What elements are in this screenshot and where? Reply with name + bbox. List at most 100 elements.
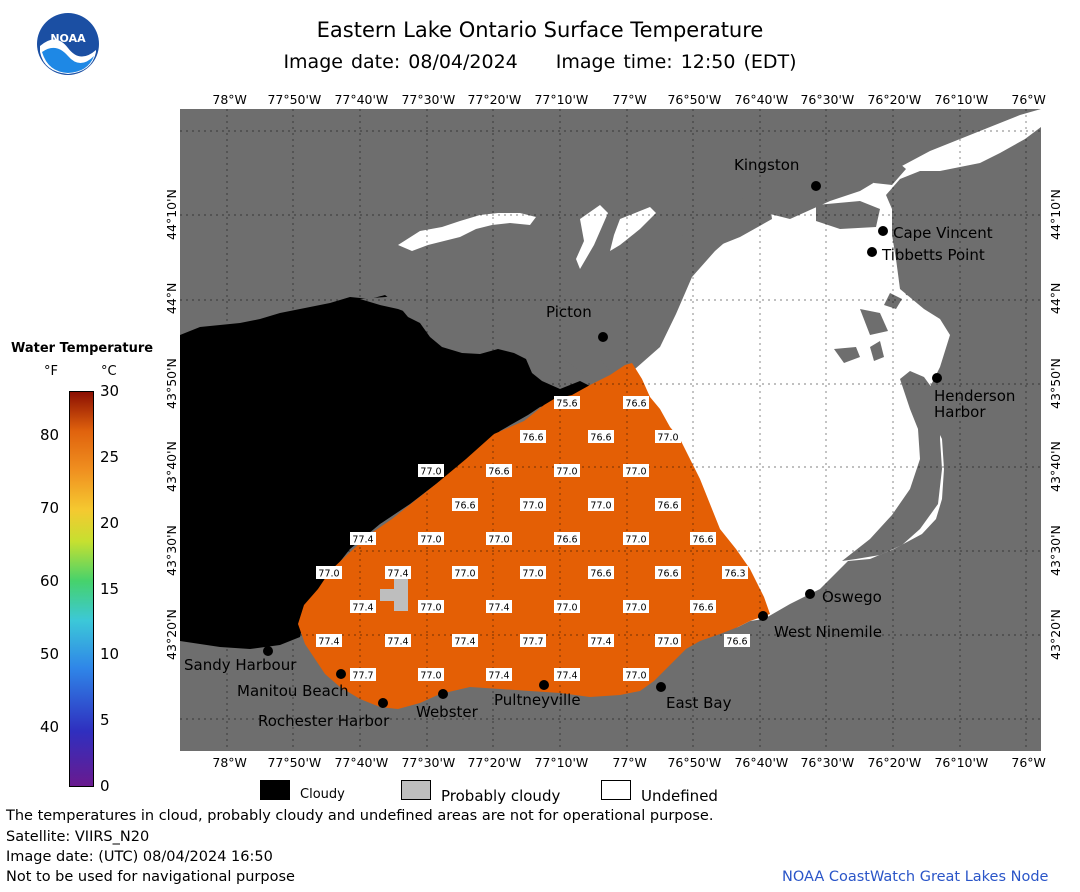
colorbar-tick-c: 20 xyxy=(100,513,120,532)
svg-text:77.0: 77.0 xyxy=(522,569,543,580)
lat-label-left: 43°40'N xyxy=(164,441,180,492)
lon-label-bottom: 76°10'W xyxy=(934,755,989,770)
island xyxy=(910,241,940,259)
prince-edward-county xyxy=(360,295,610,379)
temperature-label: 77.0 xyxy=(316,566,342,580)
colorbar-tick-c: 5 xyxy=(100,711,110,730)
lat-label-right: 43°40'N xyxy=(1048,441,1064,492)
svg-text:77.0: 77.0 xyxy=(657,637,678,648)
temperature-label: 77.0 xyxy=(452,566,478,580)
colorbar-unit-f: °F xyxy=(44,364,58,379)
island xyxy=(870,341,884,361)
colorbar-tick-f: 40 xyxy=(40,718,60,737)
svg-text:77.4: 77.4 xyxy=(387,569,408,580)
temperature-label: 77.0 xyxy=(623,668,649,682)
lon-label-top: 76°50'W xyxy=(667,92,722,107)
svg-text:77.0: 77.0 xyxy=(318,569,339,580)
place-west-ninemile: West Ninemile xyxy=(758,611,882,641)
lat-label-right: 44°N xyxy=(1048,282,1064,315)
lon-label-top: 77°50'W xyxy=(267,92,322,107)
temperature-label: 76.6 xyxy=(452,498,478,512)
island xyxy=(842,371,942,561)
svg-text:76.6: 76.6 xyxy=(590,569,611,580)
place-east-bay: East Bay xyxy=(656,682,732,712)
colorbar-tick-f: 50 xyxy=(40,645,60,664)
place-rochester-harbor: Rochester Harbor xyxy=(258,698,390,730)
image-date-time: Image date: 08/04/2024 Image time: 12:50 … xyxy=(0,51,1080,73)
place-marker xyxy=(539,680,549,690)
place-label: Tibbetts Point xyxy=(881,246,985,264)
svg-text:76.6: 76.6 xyxy=(657,569,678,580)
temperature-label: 76.6 xyxy=(690,600,716,614)
temperature-label: 77.0 xyxy=(486,532,512,546)
place-label: Picton xyxy=(546,303,592,321)
temperature-label: 77.0 xyxy=(418,464,444,478)
temperature-label: 76.6 xyxy=(623,396,649,410)
place-marker xyxy=(598,332,608,342)
bay-of-quinte xyxy=(398,213,536,251)
place-webster: Webster xyxy=(416,689,479,721)
temperature-label: 76.6 xyxy=(520,430,546,444)
lon-label-bottom: 77°50'W xyxy=(267,755,322,770)
temperature-label: 76.6 xyxy=(588,566,614,580)
sst-map: 75.6 76.6 76.6 76.6 77.0 77.0 76.6 77.0 77.0 76.6… xyxy=(180,109,1041,751)
svg-text:77.7: 77.7 xyxy=(522,637,543,648)
lon-label-bottom: 76°20'W xyxy=(867,755,922,770)
place-marker xyxy=(438,689,448,699)
place-oswego: Oswego xyxy=(805,588,882,606)
lon-label-top: 78°W xyxy=(212,92,247,107)
temperature-label: 77.0 xyxy=(554,464,580,478)
lat-label-right: 44°10'N xyxy=(1048,189,1064,240)
svg-text:77.4: 77.4 xyxy=(488,671,509,682)
temperature-label: 77.0 xyxy=(655,430,681,444)
temperature-label: 77.0 xyxy=(623,600,649,614)
place-label: West Ninemile xyxy=(774,623,882,641)
temperature-label: 77.0 xyxy=(623,532,649,546)
svg-text:76.6: 76.6 xyxy=(590,433,611,444)
temperature-label: 77.4 xyxy=(350,532,376,546)
lon-label-bottom: 77°40'W xyxy=(334,755,389,770)
temperature-label: 75.6 xyxy=(554,396,580,410)
island xyxy=(866,157,906,185)
place-marker xyxy=(932,373,942,383)
lon-label-top: 76°30'W xyxy=(800,92,855,107)
place-tibbetts-point: Tibbetts Point xyxy=(867,246,985,264)
lat-label-left: 44°10'N xyxy=(164,189,180,240)
lat-label-left: 43°50'N xyxy=(164,358,180,409)
temperature-label: 77.0 xyxy=(418,668,444,682)
lat-lon-grid xyxy=(180,109,1041,751)
temperature-label: 77.0 xyxy=(588,498,614,512)
island xyxy=(682,191,772,249)
svg-text:77.4: 77.4 xyxy=(590,637,611,648)
place-label: Kingston xyxy=(734,156,799,174)
lon-label-top: 76°40'W xyxy=(734,92,789,107)
svg-text:76.6: 76.6 xyxy=(454,501,475,512)
bay-of-quinte xyxy=(610,207,656,251)
svg-text:77.4: 77.4 xyxy=(318,637,339,648)
lon-label-bottom: 76°30'W xyxy=(800,755,855,770)
svg-text:77.0: 77.0 xyxy=(420,603,441,614)
svg-text:76.6: 76.6 xyxy=(692,535,713,546)
legend-swatch xyxy=(601,780,631,800)
place-kingston: Kingston xyxy=(734,156,821,191)
svg-text:77.0: 77.0 xyxy=(556,467,577,478)
place-label: Rochester Harbor xyxy=(258,712,390,730)
place-label: Oswego xyxy=(822,588,882,606)
place-label: Cape Vincent xyxy=(893,224,993,242)
lon-label-top: 77°W xyxy=(612,92,647,107)
temperature-label: 77.4 xyxy=(385,634,411,648)
svg-text:77.4: 77.4 xyxy=(352,603,373,614)
svg-text:76.6: 76.6 xyxy=(522,433,543,444)
temperature-label: 77.4 xyxy=(452,634,478,648)
place-marker xyxy=(656,682,666,692)
place-marker xyxy=(867,247,877,257)
image-date: Image date: 08/04/2024 xyxy=(283,51,518,73)
lon-label-top: 76°W xyxy=(1011,92,1046,107)
colorbar-tick-c: 25 xyxy=(100,447,120,466)
temperature-label: 76.6 xyxy=(486,464,512,478)
lon-label-top: 77°10'W xyxy=(534,92,589,107)
temperature-label: 76.6 xyxy=(655,498,681,512)
lon-label-bottom: 77°20'W xyxy=(467,755,522,770)
colorbar-tick-c: 30 xyxy=(100,382,120,400)
colorbar-unit-c: °C xyxy=(101,364,117,379)
